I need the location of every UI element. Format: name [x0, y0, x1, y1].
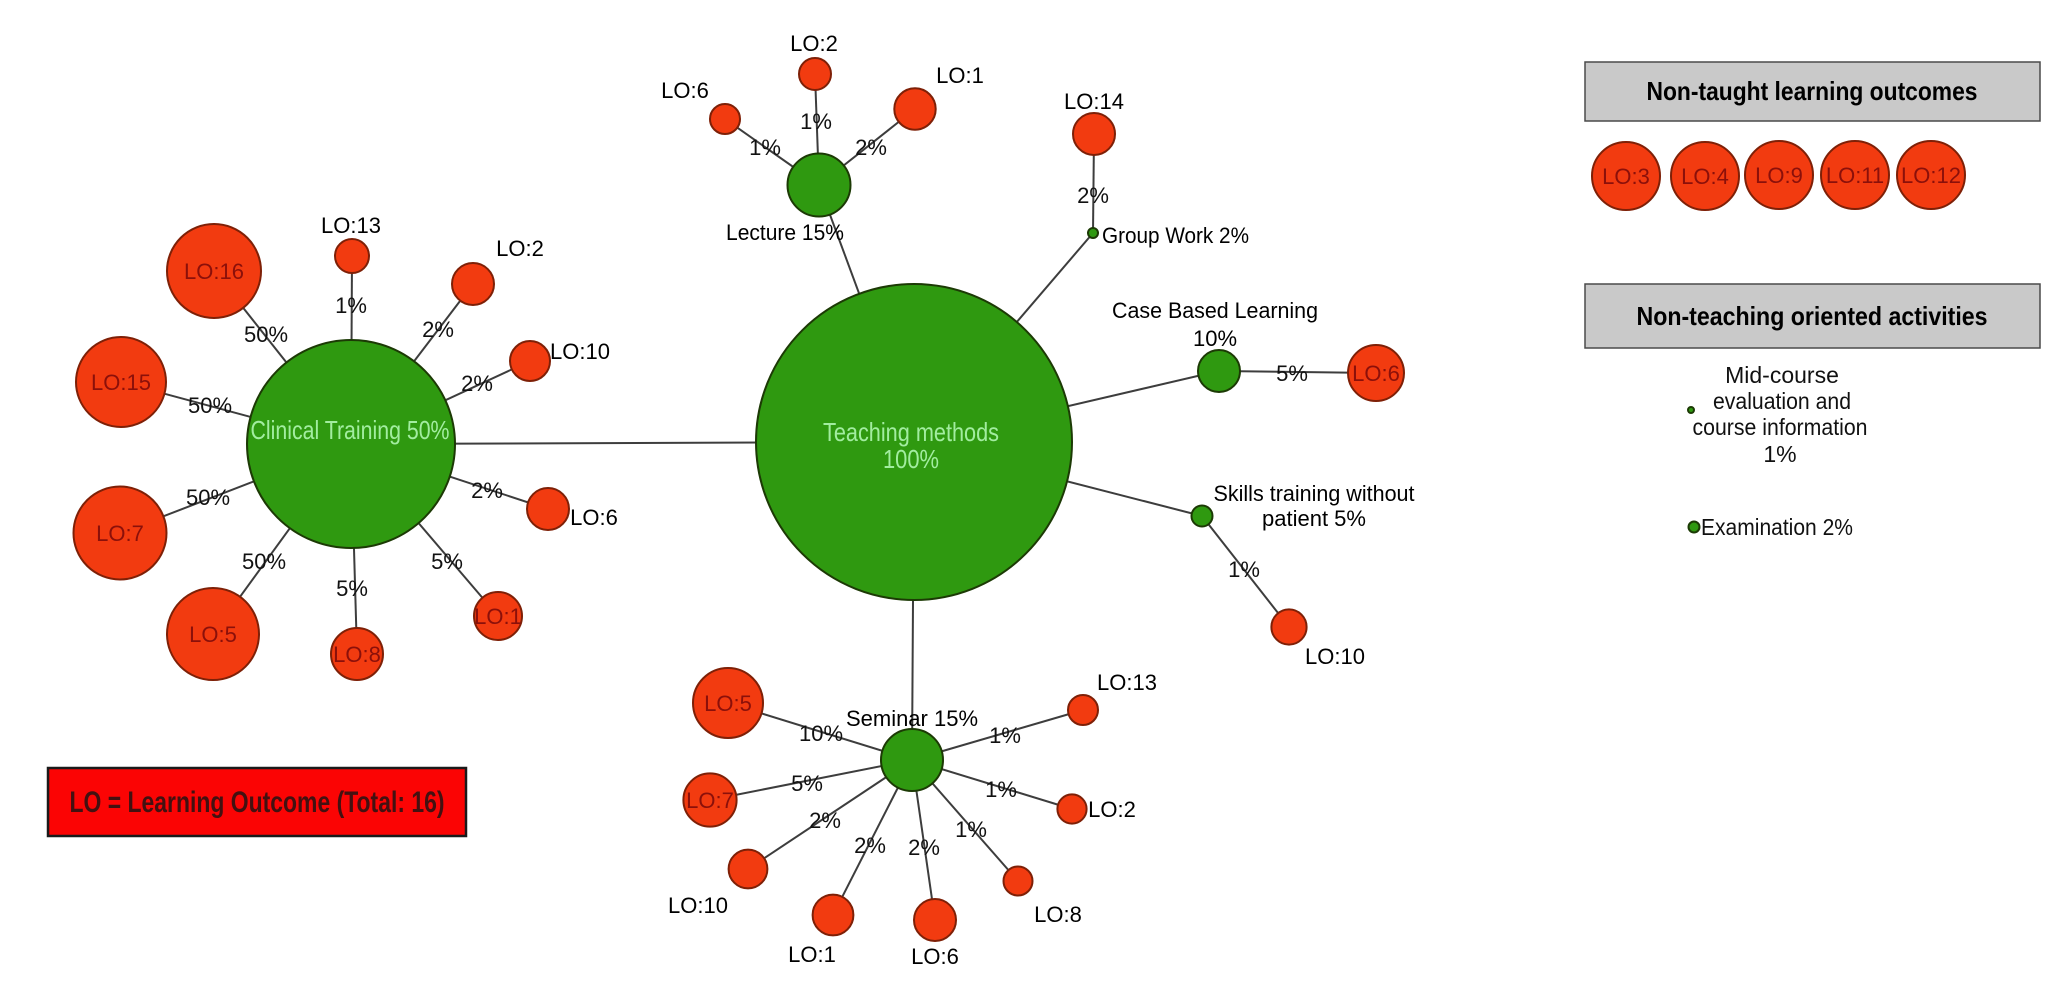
svg-text:LO:10: LO:10 [668, 893, 728, 918]
svg-text:LO:6: LO:6 [911, 944, 959, 969]
svg-text:LO:10: LO:10 [1305, 644, 1365, 669]
svg-text:5%: 5% [336, 576, 368, 601]
svg-text:LO:8: LO:8 [333, 642, 381, 667]
svg-text:2%: 2% [461, 371, 493, 396]
svg-text:LO:6: LO:6 [1352, 361, 1400, 386]
svg-text:LO:2: LO:2 [790, 31, 838, 56]
svg-text:1%: 1% [1763, 441, 1796, 467]
svg-text:1%: 1% [985, 777, 1017, 802]
svg-text:50%: 50% [188, 393, 232, 418]
svg-text:2%: 2% [422, 317, 454, 342]
svg-text:2%: 2% [908, 835, 940, 860]
svg-text:50%: 50% [186, 485, 230, 510]
svg-text:Teaching methods: Teaching methods [823, 417, 999, 447]
svg-text:Skills training without: Skills training without [1214, 481, 1415, 506]
svg-text:Examination 2%: Examination 2% [1701, 514, 1853, 540]
svg-text:LO:8: LO:8 [1034, 902, 1082, 927]
svg-text:LO:2: LO:2 [1088, 797, 1136, 822]
svg-text:Group Work 2%: Group Work 2% [1102, 223, 1249, 248]
svg-text:LO:13: LO:13 [321, 213, 381, 238]
svg-text:1%: 1% [335, 293, 367, 318]
svg-text:LO:14: LO:14 [1064, 89, 1124, 114]
svg-text:50%: 50% [242, 549, 286, 574]
svg-text:LO:2: LO:2 [496, 236, 544, 261]
svg-text:LO:7: LO:7 [686, 788, 734, 813]
svg-text:LO:5: LO:5 [704, 691, 752, 716]
svg-text:2%: 2% [471, 478, 503, 503]
svg-text:LO:16: LO:16 [184, 259, 244, 284]
svg-text:LO:6: LO:6 [661, 78, 709, 103]
svg-text:LO:3: LO:3 [1602, 164, 1650, 189]
svg-text:LO:9: LO:9 [1755, 163, 1803, 188]
svg-text:1%: 1% [955, 817, 987, 842]
svg-text:Mid-course: Mid-course [1725, 362, 1839, 388]
svg-text:Lecture 15%: Lecture 15% [726, 220, 844, 245]
svg-text:LO:1: LO:1 [936, 63, 984, 88]
svg-text:1%: 1% [1228, 557, 1260, 582]
svg-text:5%: 5% [1276, 361, 1308, 386]
svg-text:evaluation and: evaluation and [1713, 388, 1851, 414]
svg-text:Non-taught learning outcomes: Non-taught learning outcomes [1647, 76, 1978, 106]
svg-text:1%: 1% [989, 723, 1021, 748]
svg-text:1%: 1% [749, 135, 781, 160]
svg-text:LO:15: LO:15 [91, 370, 151, 395]
svg-text:patient 5%: patient 5% [1262, 506, 1366, 531]
svg-text:2%: 2% [1077, 183, 1109, 208]
svg-text:LO:7: LO:7 [96, 521, 144, 546]
svg-text:course information: course information [1693, 414, 1868, 440]
svg-text:LO:10: LO:10 [550, 339, 610, 364]
svg-text:LO:12: LO:12 [1901, 163, 1961, 188]
svg-text:10%: 10% [1193, 326, 1237, 351]
svg-text:5%: 5% [431, 549, 463, 574]
svg-text:LO:6: LO:6 [570, 505, 618, 530]
svg-text:LO:5: LO:5 [189, 622, 237, 647]
svg-text:2%: 2% [809, 808, 841, 833]
svg-text:Non-teaching oriented activiti: Non-teaching oriented activities [1637, 301, 1988, 331]
svg-text:LO:1: LO:1 [474, 604, 522, 629]
svg-text:LO:13: LO:13 [1097, 670, 1157, 695]
svg-text:Seminar 15%: Seminar 15% [846, 706, 978, 731]
svg-text:1%: 1% [800, 109, 832, 134]
svg-text:50%: 50% [244, 322, 288, 347]
svg-text:Clinical Training 50%: Clinical Training 50% [251, 415, 450, 445]
svg-text:LO = Learning Outcome (Total:: LO = Learning Outcome (Total: 16) [70, 786, 445, 819]
svg-text:LO:4: LO:4 [1681, 164, 1729, 189]
svg-text:LO:11: LO:11 [1826, 163, 1884, 188]
svg-text:2%: 2% [855, 135, 887, 160]
svg-text:LO:1: LO:1 [788, 942, 836, 967]
svg-text:100%: 100% [883, 444, 939, 474]
svg-text:Case Based Learning: Case Based Learning [1112, 298, 1318, 323]
svg-text:2%: 2% [854, 833, 886, 858]
svg-text:5%: 5% [791, 771, 823, 796]
svg-text:10%: 10% [799, 721, 843, 746]
